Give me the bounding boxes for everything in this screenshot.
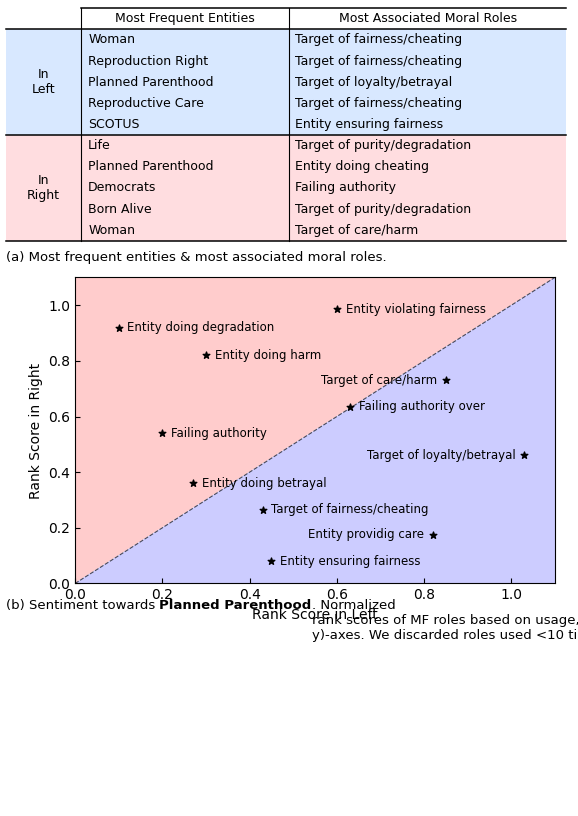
Text: Reproductive Care: Reproductive Care (88, 97, 204, 110)
Text: . Normalized
rank scores of MF roles based on usage, are plotted in (x,
y)-axes.: . Normalized rank scores of MF roles bas… (312, 599, 578, 641)
Text: Failing authority: Failing authority (171, 427, 267, 440)
Point (441, 374, 450, 387)
Point (345, 401, 354, 414)
Bar (6, 29, 566, 135)
Text: Entity ensuring fairness: Entity ensuring fairness (280, 555, 421, 568)
Text: Born Alive: Born Alive (88, 202, 152, 215)
Text: Entity doing harm: Entity doing harm (214, 348, 321, 361)
Text: (b) Sentiment towards: (b) Sentiment towards (6, 599, 160, 612)
Text: Reproduction Right: Reproduction Right (88, 55, 208, 68)
Text: Target of fairness/cheating: Target of fairness/cheating (272, 503, 429, 517)
Point (428, 528, 438, 541)
Point (332, 303, 342, 316)
Point (258, 503, 267, 517)
Text: Entity violating fairness: Entity violating fairness (346, 303, 486, 316)
Text: Woman: Woman (88, 33, 135, 47)
Text: Failing authority: Failing authority (295, 181, 395, 194)
Point (267, 555, 276, 568)
Text: Target of fairness/cheating: Target of fairness/cheating (295, 97, 462, 110)
Text: Entity doing degradation: Entity doing degradation (128, 321, 275, 334)
Text: Entity ensuring fairness: Entity ensuring fairness (295, 118, 443, 131)
Text: Democrats: Democrats (88, 181, 157, 194)
Point (158, 427, 167, 440)
Polygon shape (75, 277, 555, 583)
Text: Life: Life (88, 139, 111, 152)
Text: Target of fairness/cheating: Target of fairness/cheating (295, 33, 462, 47)
Y-axis label: Rank Score in Right: Rank Score in Right (29, 362, 43, 499)
Point (201, 348, 210, 361)
Text: Planned Parenthood: Planned Parenthood (160, 599, 312, 612)
Polygon shape (75, 277, 555, 583)
Text: Entity doing betrayal: Entity doing betrayal (202, 477, 326, 490)
Text: Target of care/harm: Target of care/harm (321, 374, 437, 387)
Text: Target of loyalty/betrayal: Target of loyalty/betrayal (295, 76, 452, 89)
Text: Most Associated Moral Roles: Most Associated Moral Roles (339, 12, 517, 25)
Text: Planned Parenthood: Planned Parenthood (88, 76, 214, 89)
Text: Target of care/harm: Target of care/harm (295, 224, 418, 237)
Text: In
Right: In Right (27, 174, 60, 202)
Text: Target of fairness/cheating: Target of fairness/cheating (295, 55, 462, 68)
Text: Target of purity/degradation: Target of purity/degradation (295, 139, 470, 152)
Text: In
Left: In Left (32, 69, 55, 96)
Text: Entity providig care: Entity providig care (308, 528, 424, 541)
Text: Entity doing cheating: Entity doing cheating (295, 160, 428, 173)
Text: Target of purity/degradation: Target of purity/degradation (295, 202, 470, 215)
Point (520, 449, 529, 462)
Text: (a) Most frequent entities & most associated moral roles.: (a) Most frequent entities & most associ… (6, 251, 387, 264)
Point (188, 477, 198, 490)
Text: SCOTUS: SCOTUS (88, 118, 140, 131)
Text: Most Frequent Entities: Most Frequent Entities (116, 12, 255, 25)
Text: Woman: Woman (88, 224, 135, 237)
X-axis label: Rank Score in Left: Rank Score in Left (252, 608, 378, 622)
Text: Failing authority over: Failing authority over (358, 401, 484, 413)
Text: Target of loyalty/betrayal: Target of loyalty/betrayal (367, 449, 516, 462)
Bar (6, 135, 566, 241)
Text: Planned Parenthood: Planned Parenthood (88, 160, 214, 173)
Point (114, 321, 123, 334)
